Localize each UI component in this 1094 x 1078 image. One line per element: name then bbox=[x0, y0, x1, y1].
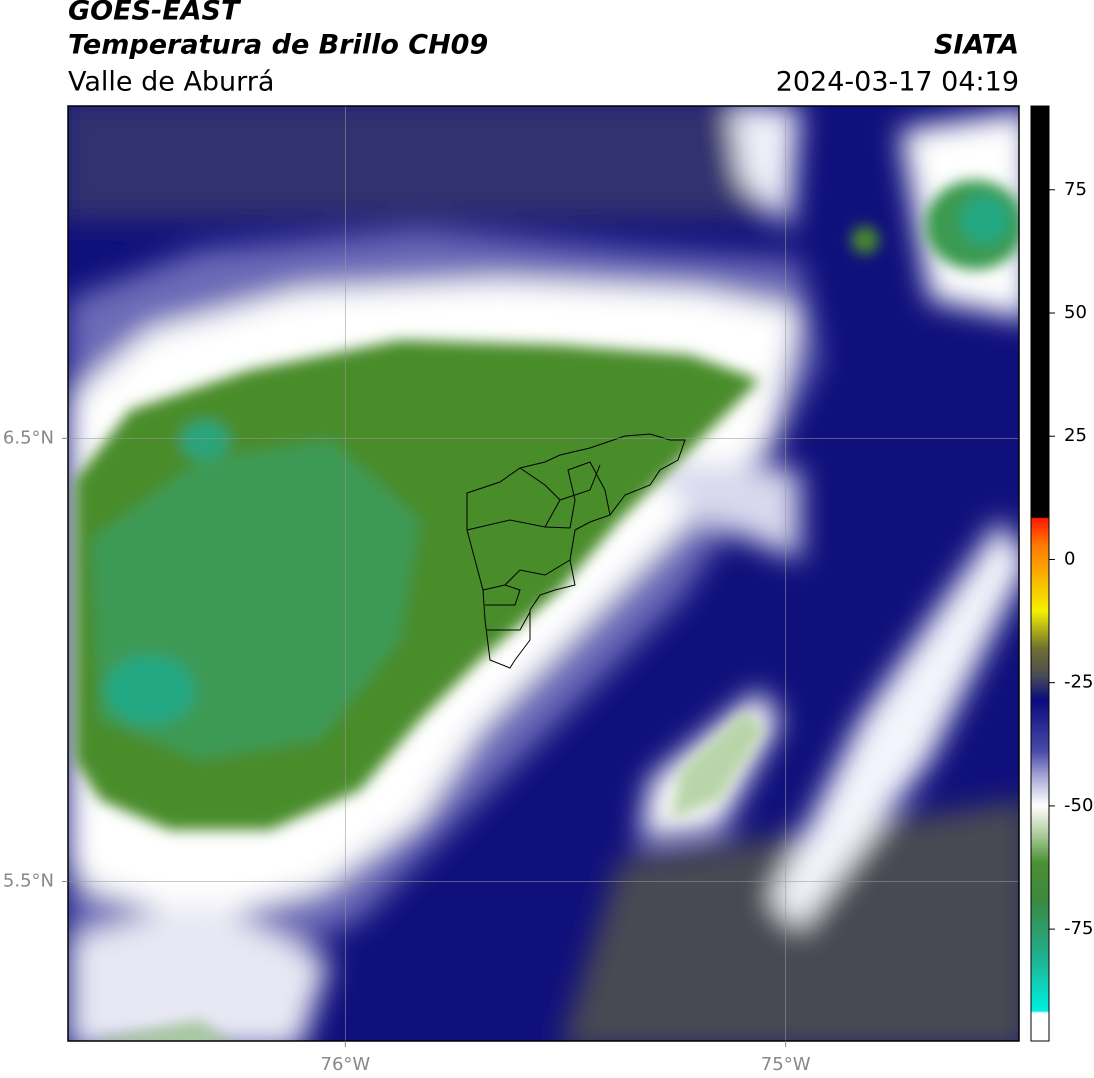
colorbar-label: -50 bbox=[1064, 795, 1093, 816]
timestamp: 2024-03-17 04:19 bbox=[776, 67, 1019, 98]
colorbar-label: -75 bbox=[1064, 918, 1093, 939]
colorbar-label: 50 bbox=[1064, 302, 1087, 323]
lon-label: 76°W bbox=[321, 1054, 371, 1075]
colorbar bbox=[1030, 105, 1050, 1042]
lon-label: 75°W bbox=[761, 1054, 811, 1075]
agency: SIATA bbox=[934, 30, 1019, 61]
map-frame bbox=[67, 105, 1020, 1042]
colorbar-label: 0 bbox=[1064, 548, 1075, 569]
colorbar-label: -25 bbox=[1064, 672, 1093, 693]
title: GOES-EAST bbox=[68, 0, 242, 27]
lat-label: 6.5°N bbox=[3, 427, 54, 448]
satellite-image bbox=[68, 106, 1019, 1041]
colorbar-label: 25 bbox=[1064, 425, 1087, 446]
subtitle: Temperatura de Brillo CH09 bbox=[68, 30, 488, 61]
colorbar-label: 75 bbox=[1064, 179, 1087, 200]
valley-boundary bbox=[466, 433, 686, 669]
grid bbox=[68, 106, 1019, 1041]
region: Valle de Aburrá bbox=[68, 67, 274, 98]
lat-label: 5.5°N bbox=[3, 870, 54, 891]
